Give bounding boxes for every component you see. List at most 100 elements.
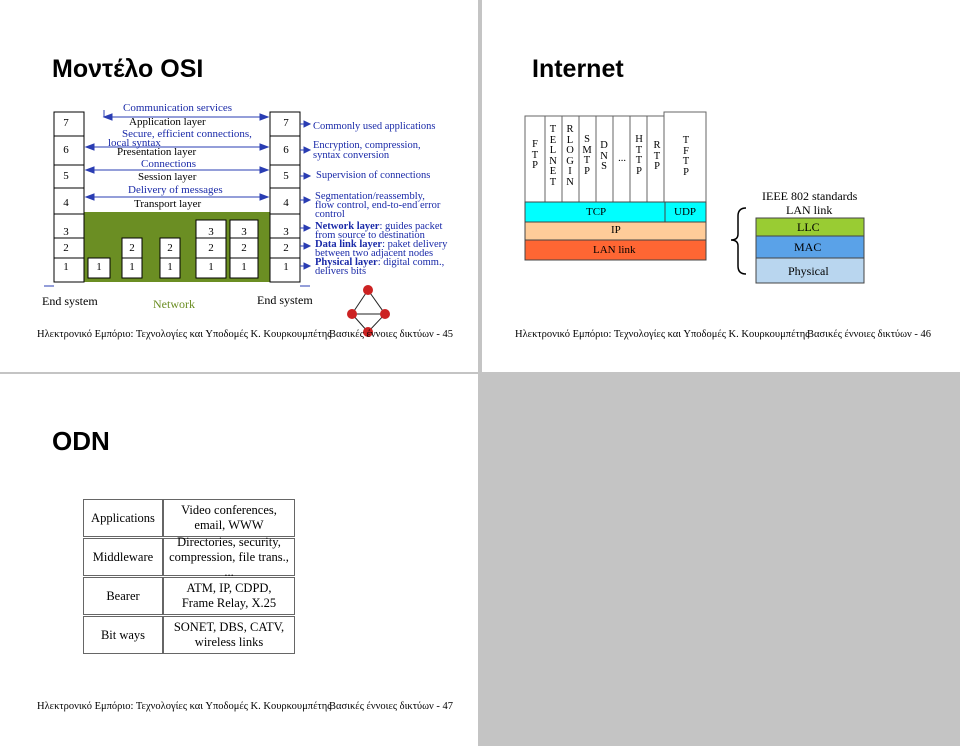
left-layer-3: 3 xyxy=(63,226,69,238)
odn-label-applications: Applications xyxy=(83,499,163,537)
left-layer-1: 1 xyxy=(63,261,69,273)
communication-services-label: Communication services xyxy=(123,102,233,114)
desc-transport-3: control xyxy=(315,209,345,220)
ip-label: IP xyxy=(611,224,621,236)
desc-datalink-1: Data link layer: paket delivery xyxy=(315,239,448,250)
desc-network-2: from source to destination xyxy=(315,230,425,241)
odn-label-bearer: Bearer xyxy=(83,577,163,615)
slide-osi: Μοντέλο OSI xyxy=(0,0,478,372)
app-http: H T T P xyxy=(635,134,643,177)
mac-label: MAC xyxy=(794,240,822,254)
app-rtp: R T P xyxy=(653,140,661,172)
physical-label: Physical xyxy=(788,264,829,278)
network-graph-icon xyxy=(347,285,390,337)
desc-transport-2: flow control, end-to-end error xyxy=(315,200,441,211)
transport-layer-label: Transport layer xyxy=(134,198,202,210)
desc-presentation-2: syntax conversion xyxy=(313,150,390,161)
net-1d: 1 xyxy=(208,261,214,273)
slide-title: Μοντέλο OSI xyxy=(52,55,204,83)
odn-desc-line1: Video conferences, xyxy=(181,503,277,517)
odn-desc-line1: Directories, security, xyxy=(177,534,281,549)
right-layer-5: 5 xyxy=(283,170,289,182)
tcp-label: TCP xyxy=(586,206,607,218)
delivery-label: Delivery of messages xyxy=(128,184,223,196)
right-layer-1: 1 xyxy=(283,261,289,273)
slide-internet: Internet F T P T E L N E T R L O G I N S… xyxy=(482,0,960,372)
app-rlogin: R L O G I N xyxy=(566,124,574,188)
net-1c: 1 xyxy=(167,261,173,273)
ieee-lan-link-label: LAN link xyxy=(786,203,833,217)
end-system-left-label: End system xyxy=(42,294,98,308)
odn-desc-line2: Frame Relay, X.25 xyxy=(181,596,277,610)
right-layer-4: 4 xyxy=(283,197,289,209)
odn-desc-line2: email, WWW xyxy=(194,518,264,532)
net-3a: 3 xyxy=(208,226,214,238)
footer-left: Ηλεκτρονικό Εμπόριο: Τεχνολογίες και Υπο… xyxy=(37,329,332,340)
odn-desc-middleware: Directories, security, compression, file… xyxy=(163,534,295,579)
ieee-label: IEEE 802 standards xyxy=(762,189,858,203)
odn-label-middleware: Middleware xyxy=(83,538,163,576)
desc-application: Commonly used applications xyxy=(313,121,436,132)
footer-page: Βασικές έννοιες δικτύων - 47 xyxy=(329,701,454,712)
odn-desc-applications: Video conferences, email, WWW xyxy=(163,499,295,537)
odn-label-bit-ways: Bit ways xyxy=(83,616,163,654)
left-layer-7: 7 xyxy=(63,117,69,129)
slide-odn: ODN Applications Video conferences, emai… xyxy=(0,374,478,746)
net-2a: 2 xyxy=(129,242,135,254)
right-layer-7: 7 xyxy=(283,117,289,129)
desc-datalink-2: between two adjacent nodes xyxy=(315,248,434,259)
right-layer-3: 3 xyxy=(283,226,289,238)
footer-page: Βασικές έννοιες δικτύων - 46 xyxy=(807,329,932,340)
udp-label: UDP xyxy=(674,206,697,218)
session-layer-label: Session layer xyxy=(138,171,197,183)
odn-desc-line1: ATM, IP, CDPD, xyxy=(186,581,272,595)
desc-session: Supervision of connections xyxy=(316,170,431,181)
slide-title: Internet xyxy=(532,55,624,83)
network-label: Network xyxy=(153,297,195,311)
app-telnet: T E L N E T xyxy=(549,124,557,188)
presentation-layer-label: Presentation layer xyxy=(117,146,197,158)
footer-left: Ηλεκτρονικό Εμπόριο: Τεχνολογίες και Υπο… xyxy=(515,329,810,340)
net-1e: 1 xyxy=(241,261,247,273)
app-ftp: F T P xyxy=(531,139,539,171)
lan-link-label: LAN link xyxy=(593,244,636,256)
odn-desc-line2: wireless links xyxy=(194,635,264,649)
net-1a: 1 xyxy=(96,261,102,273)
desc-presentation-1: Encryption, compression, xyxy=(313,140,421,151)
application-layer-label: Application layer xyxy=(129,116,206,128)
footer-page: Βασικές έννοιες δικτύων - 45 xyxy=(329,329,454,340)
odn-desc-bearer: ATM, IP, CDPD, Frame Relay, X.25 xyxy=(163,577,295,615)
network-box xyxy=(84,212,295,282)
app-dns: D N S xyxy=(600,140,608,172)
desc-physical-2: delivers bits xyxy=(315,266,367,277)
end-system-right-label: End system xyxy=(257,293,313,307)
slide-blank xyxy=(482,374,960,746)
net-1b: 1 xyxy=(129,261,135,273)
secure-connections-label: Secure, efficient connections, xyxy=(122,128,252,140)
app-tftp: T F T P xyxy=(682,135,690,178)
local-syntax-label: local syntax xyxy=(108,137,161,149)
connections-label: Connections xyxy=(141,158,196,170)
left-layer-2: 2 xyxy=(63,242,69,254)
footer-left: Ηλεκτρονικό Εμπόριο: Τεχνολογίες και Υπο… xyxy=(37,701,332,712)
desc-network-1: Network layer: guides packet xyxy=(315,221,443,232)
right-layer-6: 6 xyxy=(283,144,289,156)
llc-label: LLC xyxy=(797,220,820,234)
app-ellipsis: ... xyxy=(618,153,626,164)
odn-desc-line1: SONET, DBS, CATV, xyxy=(173,620,285,634)
net-2c: 2 xyxy=(208,242,214,254)
left-layer-4: 4 xyxy=(63,197,69,209)
left-layer-5: 5 xyxy=(63,170,69,182)
odn-desc-line2: compression, file trans., ... xyxy=(169,549,289,579)
slide-title: ODN xyxy=(52,426,110,456)
net-2d: 2 xyxy=(241,242,247,254)
desc-physical-1: Physical layer: digital comm., xyxy=(315,257,445,268)
odn-desc-bit-ways: SONET, DBS, CATV, wireless links xyxy=(163,616,295,654)
net-3b: 3 xyxy=(241,226,247,238)
left-layer-6: 6 xyxy=(63,144,69,156)
right-layer-2: 2 xyxy=(283,242,289,254)
net-2b: 2 xyxy=(167,242,173,254)
internet-stack-drawing xyxy=(524,111,865,284)
desc-transport-1: Segmentation/reassembly, xyxy=(315,191,425,202)
app-smtp: S M T P xyxy=(582,134,592,177)
